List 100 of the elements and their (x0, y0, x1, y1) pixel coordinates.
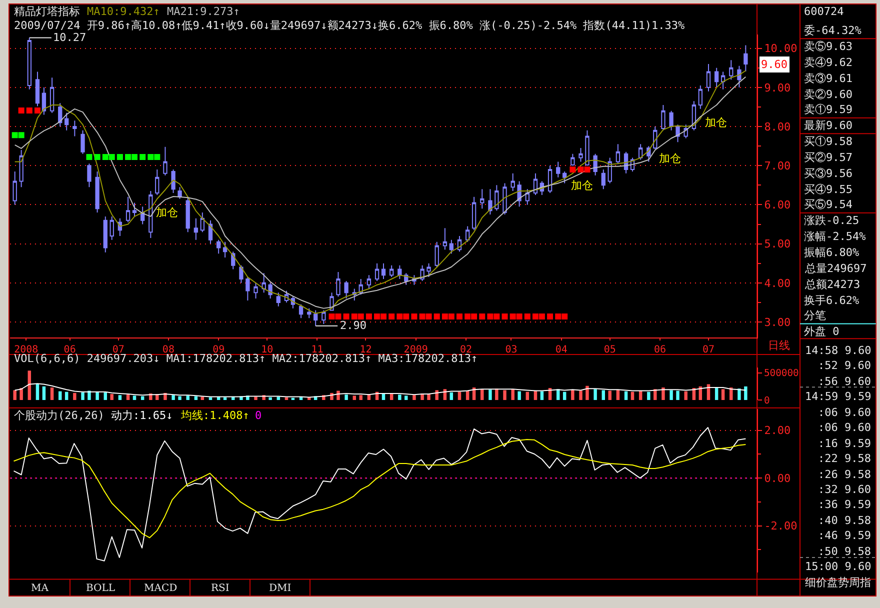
ref-line-label: 0 (255, 409, 262, 422)
candlestick (262, 272, 266, 294)
candlestick (322, 310, 326, 324)
candlestick (533, 172, 538, 196)
bar (427, 394, 430, 400)
candlestick (50, 77, 54, 114)
text: 均线:1.408↑ (180, 409, 250, 422)
point (532, 314, 538, 320)
point (18, 107, 24, 114)
bar (398, 394, 402, 400)
text: :36 9.59 (818, 498, 871, 511)
candlestick (194, 218, 198, 240)
candlestick (465, 226, 470, 242)
candlestick (737, 65, 742, 88)
bar (178, 396, 182, 400)
bar (268, 397, 272, 400)
point (494, 314, 500, 320)
bar (744, 386, 748, 400)
point (403, 314, 410, 320)
bar (676, 390, 680, 400)
text: 卖②9.60 (804, 88, 852, 101)
candlestick (556, 161, 560, 178)
candlestick (298, 304, 304, 319)
bar (64, 392, 68, 400)
bar (647, 392, 650, 400)
candlestick (510, 172, 515, 192)
candlestick (208, 220, 213, 244)
candlestick (472, 196, 476, 231)
candlestick (449, 239, 454, 254)
bar (13, 390, 16, 400)
series-label: 动力:1.65↓ (111, 409, 173, 422)
candlestick (720, 71, 726, 90)
candlestick (126, 196, 130, 223)
bar (42, 386, 46, 400)
text: 15:00 9.60 (805, 560, 872, 573)
text: 9.60 (761, 58, 788, 71)
annotation: 2.90 (340, 319, 366, 332)
candlestick (374, 262, 380, 282)
candlestick (239, 264, 244, 284)
candlestick (95, 170, 100, 214)
point (94, 154, 100, 160)
y-tick-label: 5.00 (764, 238, 791, 251)
point (516, 314, 522, 320)
point (584, 166, 590, 173)
text: 涨跌-0.25 (804, 214, 860, 227)
y-tick-label: 9.00 (764, 81, 791, 94)
point (487, 314, 494, 320)
candlestick (714, 67, 719, 88)
bar (276, 396, 280, 400)
bar (110, 394, 114, 400)
bar (28, 370, 32, 400)
annotation: 加仓 (659, 152, 681, 165)
y-tick-label: 10.00 (764, 42, 798, 56)
candlestick (276, 292, 280, 307)
x-tick-label: 07 (702, 344, 715, 356)
bar (684, 391, 688, 400)
bar (458, 392, 462, 400)
line-series (13, 438, 746, 538)
bar (526, 392, 530, 400)
bar (186, 396, 190, 400)
point (351, 314, 358, 320)
bar (254, 396, 258, 400)
point (116, 154, 123, 160)
candlestick (480, 188, 484, 210)
point (366, 314, 372, 320)
candlestick (661, 104, 666, 131)
point (547, 314, 554, 320)
point (335, 314, 342, 320)
y-tick-label: 500000 (764, 368, 800, 380)
text: 买②9.57 (804, 151, 852, 164)
candlestick (494, 184, 499, 212)
bar (662, 387, 665, 400)
candlestick (72, 120, 77, 137)
x-tick-label: 06 (654, 344, 666, 356)
x-tick-label: 05 (604, 344, 616, 356)
bar (352, 396, 356, 400)
line-series (14, 383, 746, 398)
bar (571, 390, 574, 400)
candlestick (132, 202, 137, 217)
point (140, 154, 146, 160)
candlestick (585, 130, 590, 166)
bar (511, 389, 514, 400)
text: 买③9.56 (804, 167, 852, 180)
candlestick (744, 44, 748, 72)
text: :16 9.59 (818, 437, 871, 450)
point (388, 314, 395, 320)
bar (518, 391, 521, 400)
point (328, 314, 335, 320)
point (380, 314, 386, 320)
y-tick-label: -2.00 (764, 520, 798, 533)
bar (104, 392, 108, 400)
text: :56 9.60 (818, 375, 871, 388)
bar (624, 391, 628, 400)
chart-subtitle: 2009/07/24 开9.86↑高10.08↑低9.41↑收9.60↓量249697↓额24273↓换6.62% 振6.80% 涨(-0.25)-2.54% 指数(44.11)1.33% (14, 19, 686, 32)
candlestick (336, 271, 340, 298)
bar (96, 392, 99, 400)
bar (359, 395, 362, 400)
text: 14:58 9.60 (805, 344, 872, 357)
text: 600724 (804, 5, 844, 18)
text: 买④9.55 (804, 183, 852, 196)
